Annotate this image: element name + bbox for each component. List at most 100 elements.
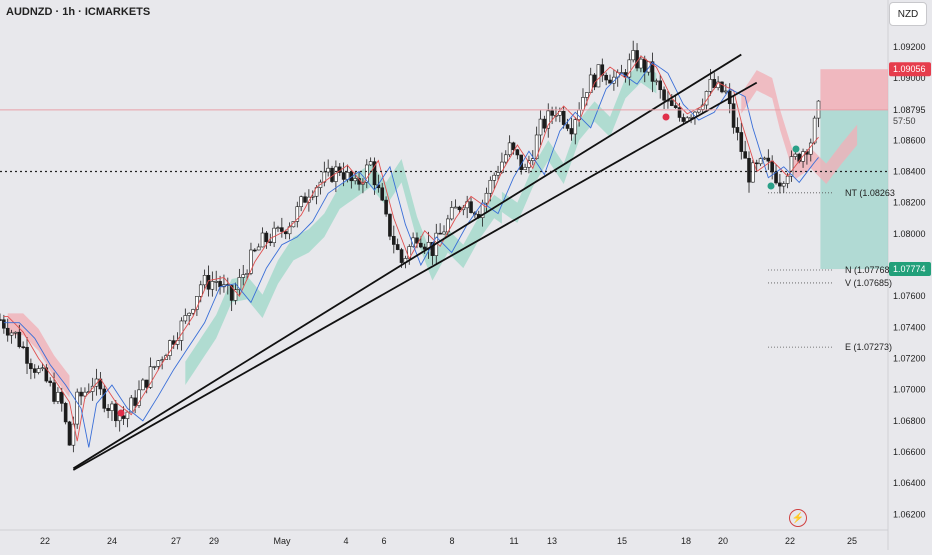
currency-button[interactable]: NZD	[889, 2, 927, 26]
candle-body	[419, 242, 423, 248]
y-tick-label: 1.06600	[893, 447, 926, 457]
candle-body	[762, 157, 767, 160]
y-tick-label: 1.08600	[893, 135, 926, 145]
candle-body	[40, 367, 45, 370]
candle-body	[642, 58, 647, 73]
candle-body	[202, 275, 207, 286]
stop-loss-zone[interactable]	[820, 69, 888, 110]
x-tick-label: 22	[785, 536, 795, 546]
candle-body	[110, 403, 114, 411]
candle-body	[187, 312, 191, 316]
lightning-icon[interactable]: ⚡	[789, 509, 807, 527]
y-tick-label: 1.07400	[893, 322, 926, 332]
candle-body	[380, 187, 385, 201]
candle-body	[94, 378, 99, 387]
price-tag-stop-bg	[889, 62, 931, 77]
level-label: V (1.07685)	[845, 278, 892, 288]
candle-body	[453, 206, 458, 209]
x-tick-label: 4	[343, 536, 348, 546]
kijun-line	[3, 61, 819, 448]
candle-body	[141, 379, 145, 391]
candle-body	[237, 277, 242, 290]
candle-body	[117, 415, 122, 422]
candle-body	[673, 105, 678, 108]
candle-body	[90, 385, 95, 392]
candle-body	[778, 182, 782, 187]
candle-body	[264, 232, 269, 243]
candle-body	[585, 92, 589, 98]
candle-body	[565, 124, 570, 129]
y-tick-label: 1.09200	[893, 42, 926, 52]
candle-body	[492, 174, 496, 181]
x-tick-label: 27	[171, 536, 181, 546]
candle-body	[295, 206, 300, 222]
price-tag-current: 1.08795	[893, 105, 926, 115]
candle-body	[179, 320, 184, 341]
candle-body	[449, 207, 454, 220]
candle-body	[133, 397, 137, 406]
candle-body	[75, 391, 80, 425]
candle-body	[735, 127, 740, 133]
candle-body	[148, 366, 153, 388]
candle-body	[260, 232, 265, 248]
candles	[0, 40, 821, 453]
candle-body	[388, 213, 392, 237]
candle-body	[183, 315, 188, 322]
candle-body	[747, 157, 751, 183]
candle-body	[121, 415, 126, 419]
ichimoku-cloud-bullish-2	[501, 62, 657, 223]
candle-body	[283, 231, 288, 235]
candle-body	[392, 235, 396, 245]
candle-body	[496, 172, 500, 176]
level-label: E (1.07273)	[845, 342, 892, 352]
candle-body	[48, 380, 52, 383]
candle-body	[689, 116, 693, 119]
candle-body	[754, 162, 759, 165]
candle-body	[21, 346, 25, 349]
x-tick-label: 18	[681, 536, 691, 546]
candle-body	[442, 231, 446, 235]
signal-marker-sell	[662, 113, 670, 121]
candle-body	[677, 107, 682, 118]
candle-body	[654, 80, 659, 83]
candle-body	[415, 237, 419, 244]
candle-body	[353, 178, 358, 182]
candle-body	[538, 118, 543, 136]
candle-body	[770, 160, 774, 173]
candle-body	[573, 119, 578, 135]
candle-body	[658, 80, 663, 91]
x-tick-label: 22	[40, 536, 50, 546]
candle-body	[245, 273, 249, 275]
candle-body	[604, 74, 608, 81]
candle-body	[241, 274, 246, 278]
candle-body	[515, 149, 520, 156]
candle-body	[523, 166, 527, 170]
candle-body	[106, 408, 110, 411]
x-tick-label: 24	[107, 536, 117, 546]
candle-body	[160, 359, 164, 361]
candle-body	[326, 167, 330, 173]
y-tick-label: 1.08400	[893, 166, 926, 176]
candle-body	[550, 110, 554, 116]
y-tick-label: 1.07600	[893, 291, 926, 301]
signal-marker-buy	[792, 145, 800, 153]
trendline[interactable]	[72, 81, 758, 471]
ichimoku-cloud-bullish	[185, 159, 502, 386]
candle-body	[430, 242, 435, 256]
candle-body	[781, 183, 786, 187]
candle-body	[503, 154, 508, 163]
x-tick-label: 13	[547, 536, 557, 546]
trendline[interactable]	[72, 53, 742, 470]
candle-body	[364, 164, 369, 183]
candle-body	[774, 171, 778, 184]
x-tick-label: 8	[449, 536, 454, 546]
candle-body	[720, 81, 724, 93]
candle-body	[372, 161, 377, 186]
candle-body	[303, 196, 307, 203]
candle-body	[758, 158, 763, 165]
candle-body	[650, 61, 655, 82]
candle-body	[384, 199, 388, 215]
candle-body	[669, 100, 674, 106]
